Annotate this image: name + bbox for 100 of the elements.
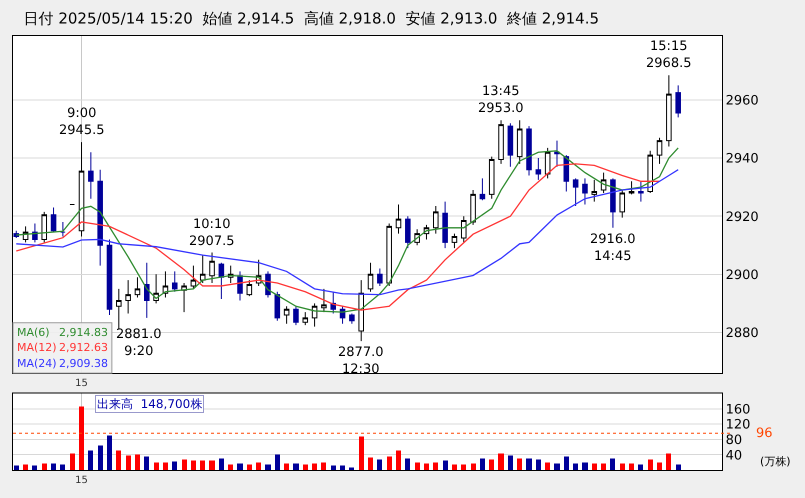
candlestick <box>452 233 458 249</box>
bar <box>265 464 271 470</box>
candlestick <box>554 140 560 168</box>
candlestick <box>106 238 112 316</box>
candlestick <box>50 206 56 233</box>
annotation: 2,914.83 <box>59 326 108 339</box>
candlestick <box>312 302 318 328</box>
annotation: 13:45 2953.0 <box>478 84 524 116</box>
candlestick <box>97 169 103 266</box>
bar <box>163 462 168 470</box>
bar <box>200 460 205 470</box>
annotation: 2916.0 14:45 <box>590 232 636 264</box>
bar <box>107 435 112 470</box>
bar <box>359 436 364 470</box>
candlestick <box>218 262 224 300</box>
bar <box>536 459 541 470</box>
bar <box>582 462 588 470</box>
bar <box>23 464 28 470</box>
bar <box>498 453 504 470</box>
candlestick <box>60 222 66 238</box>
bar <box>638 464 643 470</box>
x-tick-label: 15 <box>75 378 88 390</box>
candlestick <box>172 270 178 292</box>
candlestick <box>284 306 290 324</box>
bar <box>648 459 653 470</box>
candlestick <box>237 270 243 301</box>
candlestick <box>498 120 504 164</box>
y-tick-label: 2940 <box>726 152 759 167</box>
text: MA(24) <box>17 357 57 370</box>
candlestick <box>41 211 48 243</box>
bar <box>182 459 187 470</box>
bar <box>489 459 494 470</box>
candlestick <box>134 276 140 298</box>
bar <box>666 453 671 470</box>
candlestick <box>516 120 522 164</box>
candlestick <box>508 122 514 168</box>
bar <box>443 460 448 470</box>
candlestick <box>675 84 681 118</box>
y-tick-label: 2880 <box>726 326 759 341</box>
bar <box>154 462 159 470</box>
candlestick <box>638 180 644 202</box>
bar <box>508 455 513 470</box>
bar <box>98 445 103 470</box>
bar <box>321 462 326 470</box>
candlestick <box>460 216 467 243</box>
bar <box>610 458 615 470</box>
bar <box>405 458 410 470</box>
bar <box>554 463 560 470</box>
candlestick <box>656 137 662 164</box>
candlestick <box>78 142 84 238</box>
bar <box>433 462 438 470</box>
candlestick <box>190 265 196 290</box>
bar <box>116 450 121 470</box>
bar <box>676 464 681 470</box>
candlestick <box>246 280 252 297</box>
bar <box>14 465 19 470</box>
bar <box>303 464 308 470</box>
candlestick <box>349 313 355 324</box>
ref-line-label: 96 <box>756 426 773 441</box>
bar <box>247 464 252 470</box>
candlestick <box>628 180 634 195</box>
bar <box>564 456 569 470</box>
candlestick <box>488 156 495 200</box>
annotation: 出来高 148,700株 <box>97 397 202 411</box>
annotation: 15:15 2968.5 <box>646 39 692 71</box>
y-tick-label: 120 <box>726 418 750 433</box>
annotation: 2,909.38 <box>59 357 108 370</box>
candlestick <box>591 179 598 202</box>
annotation: 2877.0 12:30 <box>338 345 384 377</box>
bar <box>629 463 634 470</box>
candlestick <box>293 306 299 326</box>
bar <box>620 463 625 470</box>
candlestick <box>610 178 616 228</box>
bar <box>452 464 457 470</box>
candlestick <box>144 262 150 318</box>
bar <box>88 450 93 470</box>
candlestick <box>396 204 402 234</box>
candlestick <box>368 262 374 292</box>
annotation: 10:10 2907.5 <box>189 217 234 249</box>
annotation: 2,912.63 <box>59 341 108 354</box>
bar <box>256 462 261 470</box>
bar <box>377 459 382 470</box>
candlestick <box>340 306 346 324</box>
bar <box>592 463 597 470</box>
y-tick-label: 40 <box>726 448 742 464</box>
bar <box>293 463 299 470</box>
candlestick <box>386 222 392 286</box>
bar <box>60 464 65 470</box>
candlestick <box>536 158 542 180</box>
y-tick-label: 80 <box>726 432 742 448</box>
bar <box>312 463 317 470</box>
candlestick <box>209 252 215 284</box>
bar <box>545 462 550 470</box>
annotation: 2881.0 9:20 <box>116 327 162 359</box>
bar <box>32 465 37 470</box>
candlestick <box>544 147 550 179</box>
candlestick <box>377 268 383 286</box>
bar <box>387 456 392 470</box>
candlestick <box>88 152 94 200</box>
bar <box>219 458 224 470</box>
